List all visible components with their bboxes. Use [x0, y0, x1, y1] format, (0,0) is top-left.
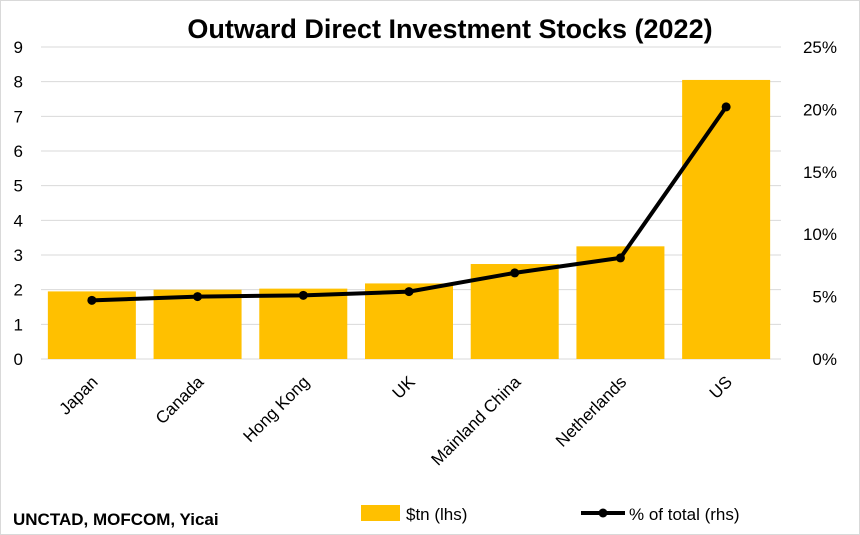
bar	[259, 288, 348, 359]
left-tick-label: 3	[14, 246, 23, 265]
category-label: Netherlands	[552, 372, 630, 450]
legend: $tn (lhs) % of total (rhs)	[361, 505, 740, 524]
line-point	[298, 290, 308, 300]
left-tick-label: 2	[14, 281, 23, 300]
category-label: UK	[389, 372, 420, 403]
left-tick-label: 6	[14, 142, 23, 161]
left-tick-label: 7	[14, 107, 23, 126]
line-point	[615, 253, 625, 263]
right-tick-label: 5%	[812, 288, 837, 307]
left-tick-label: 0	[14, 350, 23, 369]
line-point	[721, 102, 731, 112]
right-tick-label: 10%	[803, 225, 837, 244]
legend-line-label: % of total (rhs)	[629, 505, 740, 524]
bar-series	[47, 79, 771, 359]
line-point	[87, 295, 97, 305]
legend-bar-label: $tn (lhs)	[406, 505, 467, 524]
bar	[576, 246, 665, 359]
category-label: US	[706, 372, 736, 402]
legend-bar-swatch	[361, 505, 400, 521]
left-tick-label: 5	[14, 177, 23, 196]
line-point	[510, 268, 520, 278]
right-tick-label: 0%	[812, 350, 837, 369]
bar	[153, 289, 242, 359]
category-label: Canada	[152, 372, 208, 428]
line-point	[193, 292, 203, 302]
left-tick-label: 9	[14, 38, 23, 57]
right-tick-label: 25%	[803, 38, 837, 57]
bar	[682, 79, 771, 359]
category-label: Hong Kong	[240, 372, 314, 446]
category-label: Japan	[55, 372, 101, 418]
category-label: Mainland China	[428, 372, 525, 469]
category-labels: Japan Canada Hong Kong UK Mainland China Neth…	[55, 372, 735, 469]
right-axis-ticks: 0% 5% 10% 15% 20% 25%	[803, 38, 837, 369]
right-tick-label: 15%	[803, 163, 837, 182]
left-axis-ticks: 0 1 2 3 4 5 6 7 8 9	[14, 38, 23, 369]
left-tick-label: 1	[14, 315, 23, 334]
chart-title: Outward Direct Investment Stocks (2022)	[187, 14, 712, 44]
source-note: UNCTAD, MOFCOM, Yicai	[13, 510, 219, 529]
line-series	[87, 102, 731, 305]
left-tick-label: 4	[14, 211, 23, 230]
left-tick-label: 8	[14, 73, 23, 92]
line-point	[404, 287, 414, 297]
right-tick-label: 20%	[803, 100, 837, 119]
legend-line-marker	[598, 508, 608, 518]
